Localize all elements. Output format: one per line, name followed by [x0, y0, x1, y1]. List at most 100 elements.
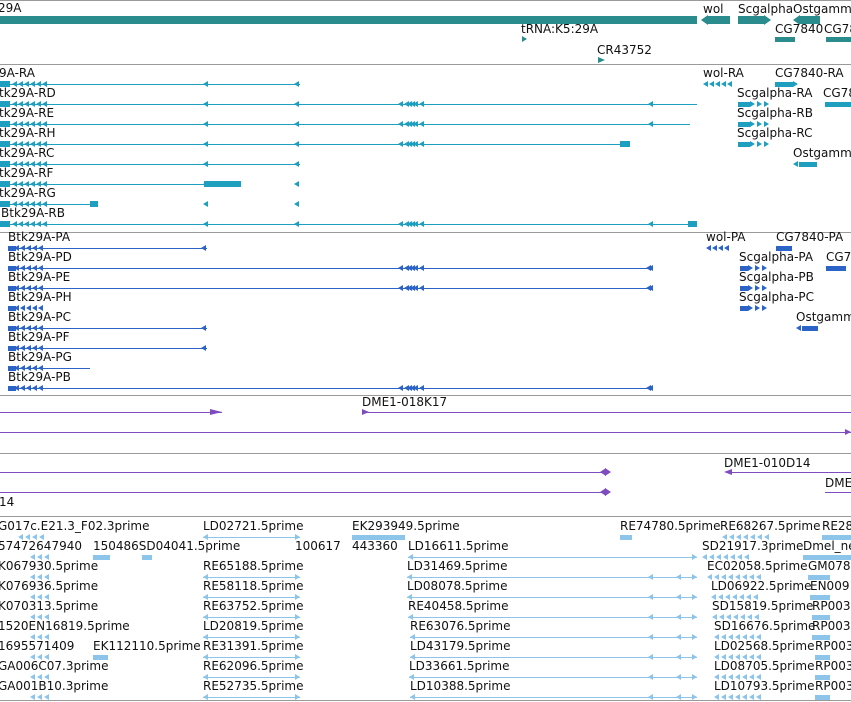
protein-label[interactable]: Scgalpha-PC [739, 290, 815, 304]
exon-block[interactable] [142, 555, 152, 560]
exon-block[interactable] [93, 555, 110, 560]
transcript-label[interactable]: Btk29A-RB [1, 206, 66, 220]
intron-line[interactable] [203, 637, 300, 638]
est-label[interactable]: G017c.E21.3_F02.3prime [0, 519, 150, 533]
transcript-label[interactable]: tk29A-RE [0, 106, 55, 120]
intron-line[interactable] [203, 697, 300, 698]
transcript-label[interactable]: Scgalpha-RA [737, 86, 813, 100]
transcript-label[interactable]: wol-RA [703, 66, 744, 80]
exon-block[interactable] [776, 246, 792, 251]
intron-line[interactable] [0, 224, 697, 225]
est-label[interactable]: LD31469.5prime [407, 559, 508, 573]
exon-block[interactable] [802, 326, 818, 331]
exon-block[interactable] [0, 101, 10, 107]
est-label[interactable]: RE31391.5prime [203, 639, 304, 653]
exon-block[interactable] [0, 181, 10, 187]
exon-block[interactable] [799, 162, 817, 167]
exon-block[interactable] [8, 326, 16, 331]
exon-block[interactable] [810, 595, 830, 600]
est-label[interactable]: K067930.5prime [0, 559, 99, 573]
est-label[interactable]: SD15819.5prime [712, 599, 814, 613]
est-label[interactable]: Dmel_ne [803, 539, 851, 553]
exon-block[interactable] [688, 221, 697, 227]
est-label[interactable]: RP003 [815, 639, 851, 653]
exon-block[interactable] [740, 306, 748, 311]
est-label[interactable]: LD20819.5prime [203, 619, 304, 633]
gene-feature[interactable] [708, 16, 730, 24]
exon-block[interactable] [8, 306, 16, 311]
est-label[interactable]: 1695571409 [0, 639, 75, 653]
est-label[interactable]: RP003 [812, 599, 851, 613]
est-label[interactable]: 443360 [352, 539, 398, 553]
transcript-label[interactable]: Scgalpha-RC [737, 126, 813, 140]
est-label[interactable]: K076936.5prime [0, 579, 99, 593]
exon-block[interactable] [8, 386, 16, 391]
exon-block[interactable] [815, 655, 830, 660]
est-label[interactable]: SD21917.3prime [702, 539, 804, 553]
gene-label[interactable]: CG7840 [775, 22, 824, 36]
gene-feature[interactable] [775, 37, 795, 42]
transcript-label[interactable]: CG78 [823, 86, 851, 100]
transcript-label[interactable]: tk29A-RD [0, 86, 56, 100]
intron-line[interactable] [0, 204, 97, 205]
exon-block[interactable] [620, 141, 630, 147]
clone-line[interactable] [0, 432, 851, 433]
est-label[interactable]: 100617 [295, 539, 341, 553]
intron-line[interactable] [203, 657, 300, 658]
est-label[interactable]: LD43179.5prime [410, 639, 511, 653]
protein-label[interactable]: Btk29A-PC [8, 310, 72, 324]
est-label[interactable]: RE28 [822, 519, 851, 533]
est-label[interactable]: RP003 [815, 679, 851, 693]
est-label[interactable]: RP003 [812, 619, 851, 633]
exon-block[interactable] [812, 615, 830, 620]
exon-block[interactable] [0, 81, 10, 87]
est-label[interactable]: RE68267.5prime [720, 519, 821, 533]
intron-line[interactable] [203, 537, 300, 538]
intron-line[interactable] [410, 697, 697, 698]
protein-label[interactable]: Btk29A-PF [8, 330, 70, 344]
protein-label[interactable]: Btk29A-PD [8, 250, 72, 264]
est-label[interactable]: RE62096.5prime [203, 659, 304, 673]
protein-label[interactable]: Btk29A-PE [8, 270, 71, 284]
est-label[interactable]: GM078 [808, 559, 851, 573]
exon-block[interactable] [352, 535, 405, 540]
est-label[interactable]: RE63076.5prime [410, 619, 511, 633]
intron-line[interactable] [408, 617, 697, 618]
est-label[interactable]: EN009 [810, 579, 850, 593]
exon-block[interactable] [8, 366, 16, 371]
est-label[interactable]: LD02568.5prime [714, 639, 815, 653]
protein-label[interactable]: Scgalpha-PB [739, 270, 814, 284]
transcript-label[interactable]: Scgalpha-RB [737, 106, 813, 120]
transcript-label[interactable]: 9A-RA [0, 66, 35, 80]
est-label[interactable]: RE58118.5prime [203, 579, 304, 593]
est-label[interactable]: EK112110.5prime [93, 639, 201, 653]
transcript-label[interactable]: tk29A-RH [0, 126, 56, 140]
protein-label[interactable]: CG7840-PA [776, 230, 844, 244]
intron-line[interactable] [203, 617, 300, 618]
exon-block[interactable] [0, 221, 10, 227]
gene-label[interactable]: wol [703, 2, 724, 16]
est-label[interactable]: K070313.5prime [0, 599, 99, 613]
intron-line[interactable] [203, 577, 300, 578]
protein-label[interactable]: Btk29A-PB [8, 370, 71, 384]
est-label[interactable]: RP003 [815, 659, 851, 673]
est-label[interactable]: LD08078.5prime [407, 579, 508, 593]
intron-line[interactable] [0, 84, 300, 85]
exon-block[interactable] [815, 695, 830, 700]
gene-label[interactable]: Ostgamma [793, 2, 851, 16]
transcript-label[interactable]: tk29A-RC [0, 146, 55, 160]
intron-line[interactable] [8, 368, 90, 369]
gene-label[interactable]: CG78 [824, 22, 851, 36]
est-label[interactable]: RE40458.5prime [408, 599, 509, 613]
intron-line[interactable] [0, 104, 697, 105]
gene-feature[interactable] [738, 16, 764, 24]
intron-line[interactable] [408, 557, 697, 558]
protein-label[interactable]: Btk29A-PG [8, 350, 72, 364]
clone-line[interactable] [362, 412, 851, 413]
est-label[interactable]: EK293949.5prime [352, 519, 460, 533]
est-label[interactable]: LD06922.5prime [711, 579, 812, 593]
intron-line[interactable] [8, 348, 207, 349]
exon-block[interactable] [0, 141, 10, 147]
intron-line[interactable] [8, 248, 207, 249]
